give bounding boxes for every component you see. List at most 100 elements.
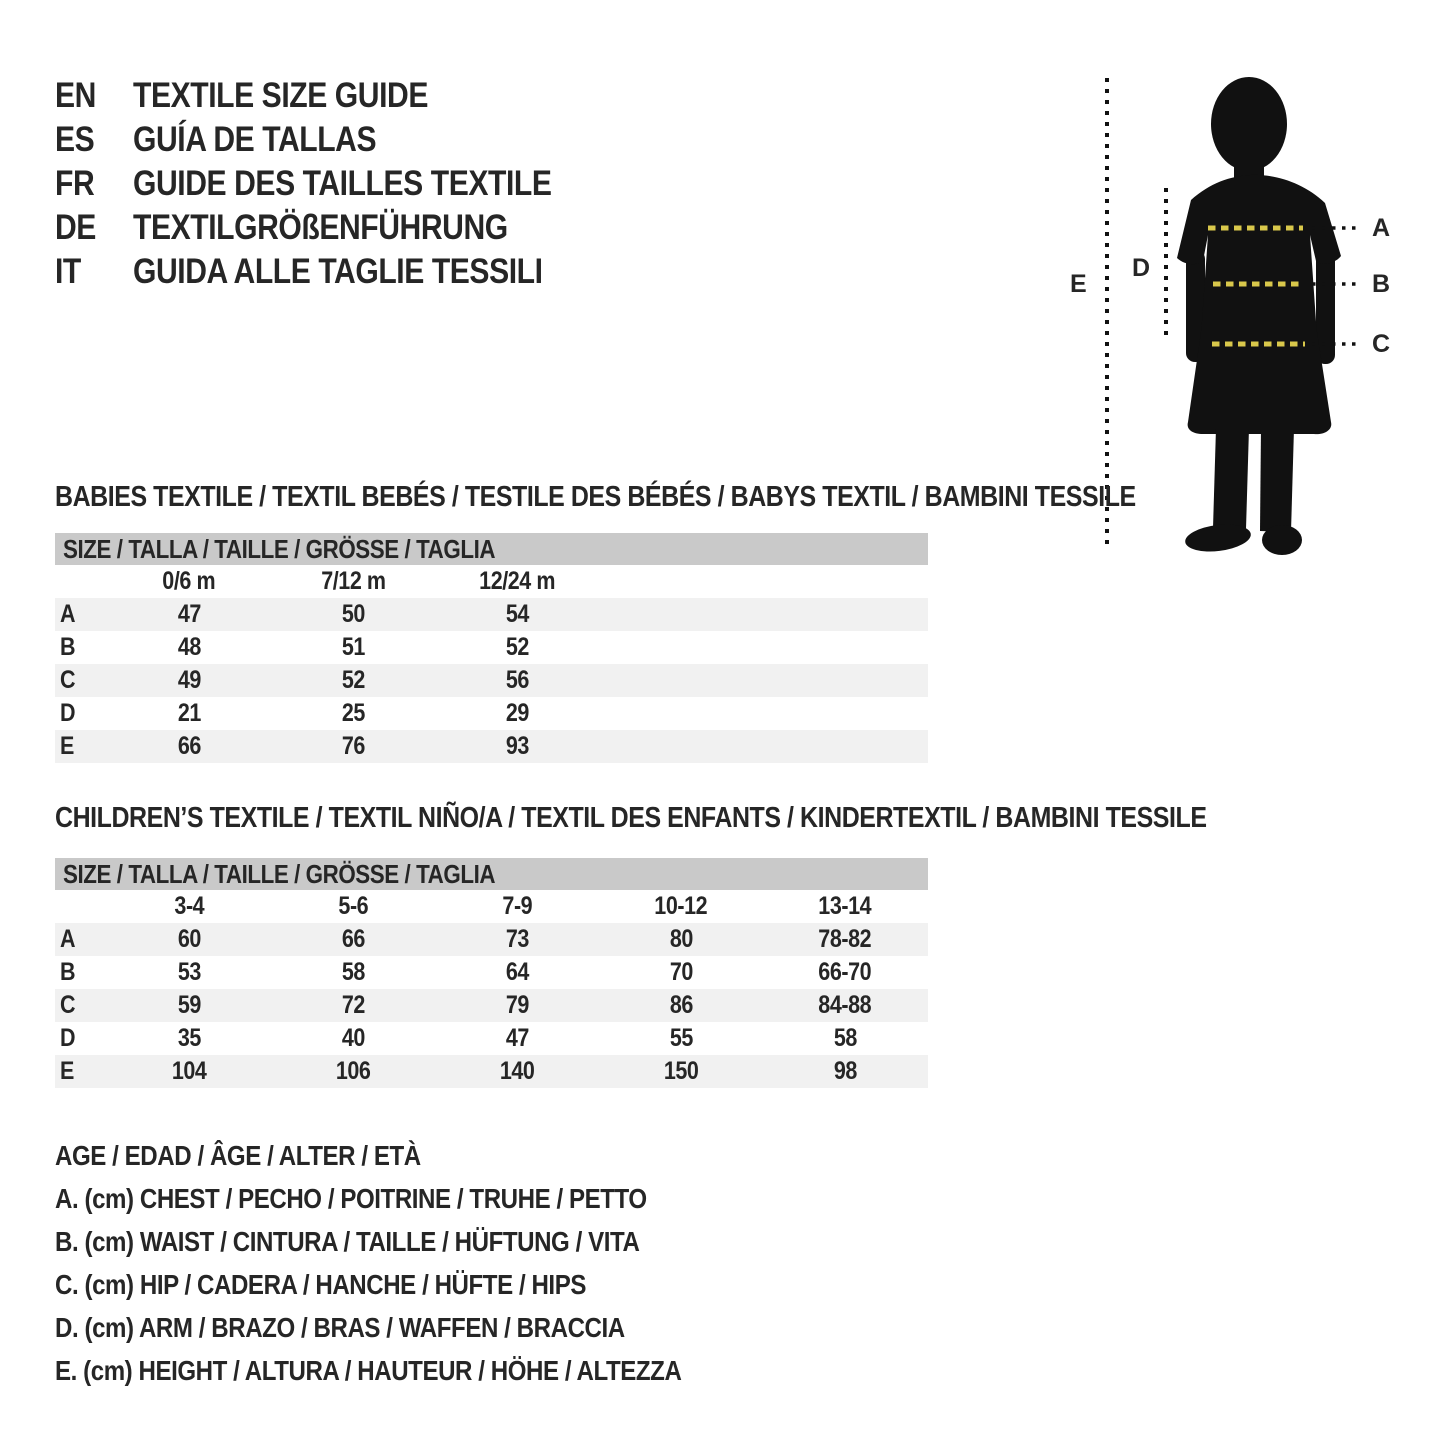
children-size-table: SIZE / TALLA / TAILLE / GRÖSSE / TAGLIA …: [55, 858, 928, 1088]
value-cell: 140: [435, 1057, 599, 1086]
babies-section-title: BABIES TEXTILE / TEXTIL BEBÉS / TESTILE …: [55, 481, 1136, 513]
value-text: 52: [341, 666, 365, 694]
column-header-cell: 13-14: [763, 892, 927, 921]
value-text: 70: [669, 958, 693, 986]
legend-line-age: AGE / EDAD / ÂGE / ALTER / ETÀ: [55, 1134, 783, 1177]
column-header-text: 12/24 m: [479, 567, 555, 595]
value-cell: 51: [271, 633, 435, 662]
silhouette-left-leg: [1213, 428, 1249, 529]
column-header-text: 7-9: [502, 892, 532, 920]
value-text: 25: [341, 699, 365, 727]
row-label-text: D: [60, 699, 76, 727]
page-title: TEXTILGRÖßENFÜHRUNG: [133, 208, 508, 247]
value-text: 76: [341, 732, 365, 760]
child-silhouette: [1177, 77, 1341, 555]
column-header-cell: 10-12: [599, 892, 763, 921]
value-cell: 64: [435, 958, 599, 987]
value-text: 86: [669, 991, 693, 1019]
value-cell: 52: [271, 666, 435, 695]
value-cell: 49: [107, 666, 271, 695]
value-text: 60: [177, 925, 201, 953]
table-row: B 53 58 64 70 66-70: [55, 956, 928, 989]
table-row: A 47 50 54: [55, 598, 928, 631]
value-text: 53: [177, 958, 201, 986]
column-header-text: 13-14: [818, 892, 872, 920]
value-text: 78-82: [818, 925, 872, 953]
value-cell: 29: [435, 699, 599, 728]
value-cell: 55: [599, 1024, 763, 1053]
silhouette-right-arm: [1316, 252, 1335, 364]
row-label-cell: C: [55, 991, 107, 1020]
table-row: B 48 51 52: [55, 631, 928, 664]
value-cell: 52: [435, 633, 599, 662]
row-label-cell: E: [55, 732, 107, 761]
value-cell: 66: [271, 925, 435, 954]
value-text: 58: [833, 1024, 857, 1052]
language-title-block: EN TEXTILE SIZE GUIDE ES GUÍA DE TALLAS …: [55, 74, 620, 294]
language-code: DE: [55, 208, 133, 248]
silhouette-head: [1211, 77, 1287, 171]
measure-label-d: D: [1132, 254, 1150, 282]
value-cell: 25: [271, 699, 435, 728]
row-label-text: E: [60, 732, 74, 760]
value-cell: 59: [107, 991, 271, 1020]
legend-text: E. (cm) HEIGHT / ALTURA / HAUTEUR / HÖHE…: [55, 1354, 682, 1386]
row-label-text: A: [60, 600, 76, 628]
row-label-text: B: [60, 633, 76, 661]
legend-line-chest: A. (cm) CHEST / PECHO / POITRINE / TRUHE…: [55, 1177, 783, 1220]
value-text: 140: [499, 1057, 535, 1085]
table-row: D 21 25 29: [55, 697, 928, 730]
row-label-text: A: [60, 925, 76, 953]
legend-text: B. (cm) WAIST / CINTURA / TAILLE / HÜFTU…: [55, 1225, 640, 1257]
language-code: FR: [55, 164, 133, 204]
row-label-text: E: [60, 1057, 74, 1085]
value-text: 35: [177, 1024, 201, 1052]
column-header-cell: 7/12 m: [271, 567, 435, 596]
value-text: 29: [505, 699, 529, 727]
table-row: C 49 52 56: [55, 664, 928, 697]
legend-line-waist: B. (cm) WAIST / CINTURA / TAILLE / HÜFTU…: [55, 1220, 783, 1263]
value-text: 93: [505, 732, 529, 760]
value-text: 49: [177, 666, 201, 694]
column-header-text: 3-4: [174, 892, 204, 920]
row-label-text: D: [60, 1024, 76, 1052]
language-row: IT GUIDA ALLE TAGLIE TESSILI: [55, 250, 620, 294]
value-text: 66: [341, 925, 365, 953]
language-code: IT: [55, 252, 133, 292]
row-label-cell: A: [55, 600, 107, 629]
value-cell: 56: [435, 666, 599, 695]
legend-line-arm: D. (cm) ARM / BRAZO / BRAS / WAFFEN / BR…: [55, 1306, 783, 1349]
silhouette-left-shoe: [1185, 524, 1251, 552]
column-header-cell: 3-4: [107, 892, 271, 921]
language-code: ES: [55, 120, 133, 160]
silhouette-shirt: [1177, 174, 1341, 344]
value-text: 40: [341, 1024, 365, 1052]
value-text: 56: [505, 666, 529, 694]
table-row: A 60 66 73 80 78-82: [55, 923, 928, 956]
value-text: 80: [669, 925, 693, 953]
value-text: 52: [505, 633, 529, 661]
value-text: 59: [177, 991, 201, 1019]
page-title: GUIDE DES TAILLES TEXTILE: [133, 164, 552, 203]
value-cell: 66: [107, 732, 271, 761]
language-row: DE TEXTILGRÖßENFÜHRUNG: [55, 206, 620, 250]
value-cell: 58: [763, 1024, 927, 1053]
silhouette-right-leg: [1260, 428, 1294, 532]
value-cell: 86: [599, 991, 763, 1020]
value-text: 51: [341, 633, 365, 661]
value-text: 98: [833, 1057, 857, 1085]
value-text: 106: [335, 1057, 371, 1085]
value-text: 73: [505, 925, 529, 953]
value-cell: 78-82: [763, 925, 927, 954]
column-header-text: 0/6 m: [162, 567, 216, 595]
row-label-text: B: [60, 958, 76, 986]
children-section-title: CHILDREN’S TEXTILE / TEXTIL NIÑO/A / TEX…: [55, 802, 1207, 834]
silhouette-shorts: [1187, 332, 1332, 435]
value-cell: 40: [271, 1024, 435, 1053]
value-text: 64: [505, 958, 529, 986]
value-text: 54: [505, 600, 529, 628]
table-row: E 66 76 93: [55, 730, 928, 763]
column-header-text: 7/12 m: [320, 567, 386, 595]
value-cell: 98: [763, 1057, 927, 1086]
value-cell: 35: [107, 1024, 271, 1053]
